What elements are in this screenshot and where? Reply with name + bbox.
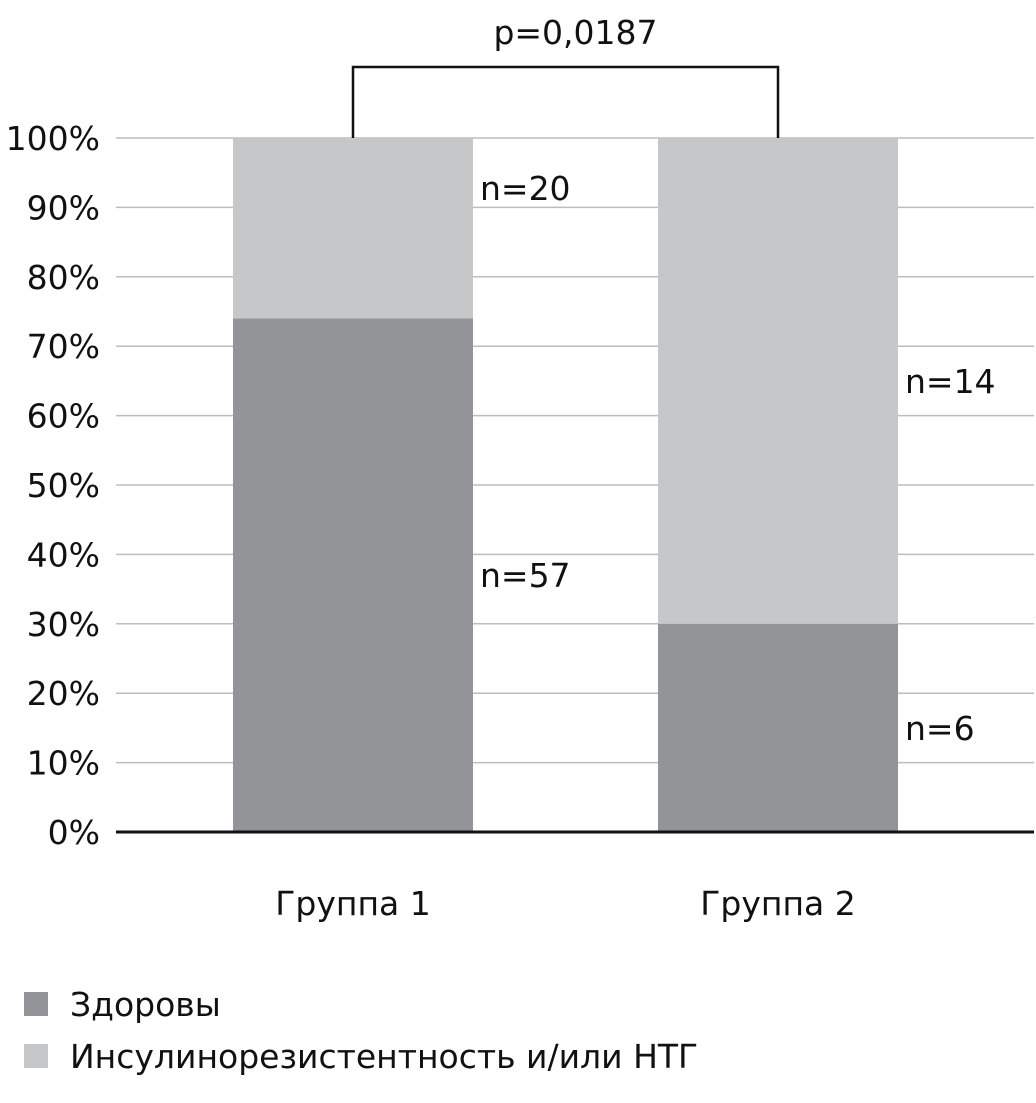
y-tick-label: 100% bbox=[6, 119, 100, 158]
bar-segment bbox=[658, 138, 898, 624]
bar-segment bbox=[233, 318, 473, 832]
significance-bracket: p=0,0187 bbox=[351, 13, 780, 138]
legend-item-insulin-resistance: Инсулинорезистентность и/или НТГ bbox=[24, 1030, 698, 1082]
y-tick-label: 10% bbox=[27, 744, 100, 783]
count-labels: n=57 n=20 n=6 n=14 bbox=[480, 169, 996, 748]
category-label: Группа 2 bbox=[700, 884, 855, 923]
y-tick-label: 70% bbox=[27, 327, 100, 366]
y-axis-ticks: 0% 10% 20% 30% 40% 50% 60% 70% 80% 90% 100% bbox=[6, 119, 100, 852]
legend-label-insulin-resistance: Инсулинорезистентность и/или НТГ bbox=[70, 1036, 699, 1076]
y-tick-label: 0% bbox=[48, 813, 100, 852]
count-label: n=6 bbox=[905, 709, 975, 748]
y-tick-label: 50% bbox=[27, 466, 100, 505]
count-label: n=20 bbox=[480, 169, 571, 208]
category-label: Группа 1 bbox=[275, 884, 430, 923]
y-tick-label: 60% bbox=[27, 397, 100, 436]
legend-label-healthy: Здоровы bbox=[70, 984, 221, 1024]
bar-segment bbox=[233, 138, 473, 319]
y-tick-label: 40% bbox=[27, 535, 100, 574]
y-tick-label: 80% bbox=[27, 258, 100, 297]
bracket-line bbox=[351, 65, 780, 138]
y-tick-label: 30% bbox=[27, 605, 100, 644]
bars bbox=[233, 138, 898, 832]
stacked-bar-chart: 0% 10% 20% 30% 40% 50% 60% 70% 80% 90% 100% Группа… bbox=[6, 13, 1034, 923]
legend-swatch-healthy bbox=[24, 992, 48, 1016]
y-tick-label: 90% bbox=[27, 188, 100, 227]
legend-item-healthy: Здоровы bbox=[24, 978, 698, 1030]
bar-segment bbox=[658, 623, 898, 832]
legend-swatch-insulin-resistance bbox=[24, 1044, 48, 1068]
p-value-label: p=0,0187 bbox=[493, 13, 657, 52]
count-label: n=14 bbox=[905, 362, 996, 401]
legend: Здоровы Инсулинорезистентность и/или НТГ bbox=[24, 978, 698, 1082]
category-labels: Группа 1 Группа 2 bbox=[275, 884, 855, 923]
count-label: n=57 bbox=[480, 556, 571, 595]
y-tick-label: 20% bbox=[27, 674, 100, 713]
